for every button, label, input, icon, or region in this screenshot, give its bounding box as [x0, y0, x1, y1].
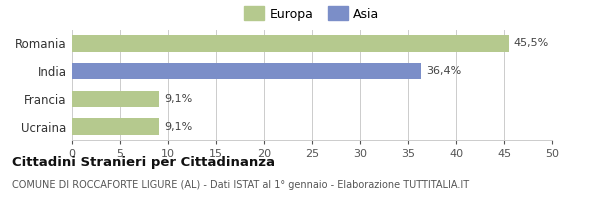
Bar	[72, 63, 421, 79]
Text: COMUNE DI ROCCAFORTE LIGURE (AL) - Dati ISTAT al 1° gennaio - Elaborazione TUTTI: COMUNE DI ROCCAFORTE LIGURE (AL) - Dati …	[12, 180, 469, 190]
Text: 9,1%: 9,1%	[164, 122, 193, 132]
Text: 36,4%: 36,4%	[426, 66, 461, 76]
Text: 45,5%: 45,5%	[514, 38, 549, 48]
Text: Cittadini Stranieri per Cittadinanza: Cittadini Stranieri per Cittadinanza	[12, 156, 275, 169]
Bar	[72, 91, 160, 107]
Bar	[72, 35, 509, 52]
Legend: Europa, Asia: Europa, Asia	[239, 3, 385, 26]
Text: 9,1%: 9,1%	[164, 94, 193, 104]
Bar	[72, 118, 160, 135]
